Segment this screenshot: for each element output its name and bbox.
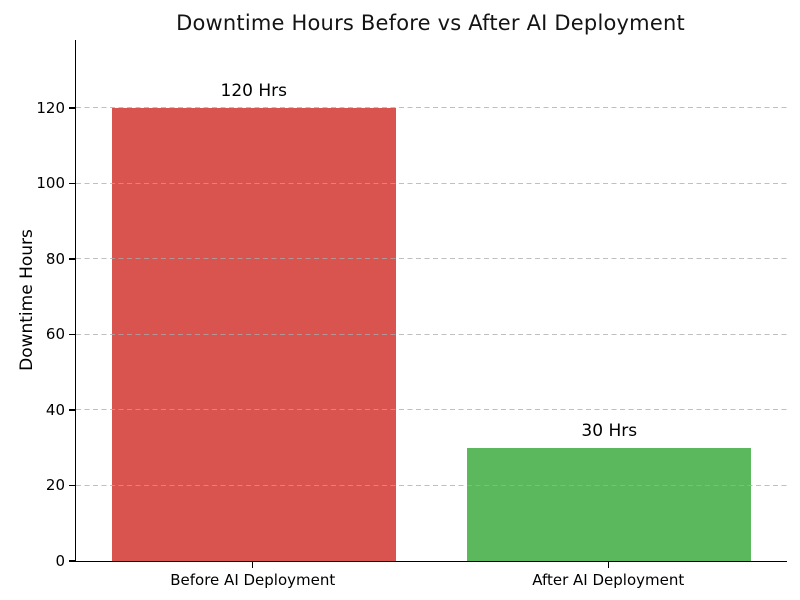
x-tick-mark-before-ai-deployment	[252, 562, 254, 569]
y-tick-label-120: 120	[36, 98, 65, 117]
bar-after-ai-deployment	[467, 447, 752, 561]
plot-area: 120 Hrs 30 Hrs	[75, 40, 787, 562]
y-tick-label-80: 80	[45, 249, 65, 268]
y-tick-mark-0	[69, 560, 75, 562]
x-tick-label-before-ai-deployment: Before AI Deployment	[170, 571, 336, 589]
bar-value-label-before-ai-deployment: 120 Hrs	[220, 80, 287, 101]
y-tick-mark-100	[69, 182, 75, 185]
y-tick-label-20: 20	[45, 476, 65, 495]
bar-before-ai-deployment	[111, 107, 396, 561]
y-tick-mark-60	[69, 333, 75, 336]
y-tick-label-0: 0	[55, 552, 65, 570]
bar-value-label-after-ai-deployment: 30 Hrs	[581, 420, 638, 441]
y-tick-label-60: 60	[45, 325, 65, 344]
y-tick-label-40: 40	[45, 400, 65, 419]
y-tick-mark-80	[69, 258, 75, 260]
y-tick-mark-20	[69, 484, 75, 487]
chart-title: Downtime Hours Before vs After AI Deploy…	[176, 11, 685, 35]
x-tick-mark-after-ai-deployment	[607, 562, 609, 569]
y-tick-mark-120	[69, 107, 75, 109]
x-tick-label-after-ai-deployment: After AI Deployment	[532, 571, 685, 589]
y-tick-label-100: 100	[36, 174, 65, 193]
y-tick-mark-40	[69, 409, 75, 411]
